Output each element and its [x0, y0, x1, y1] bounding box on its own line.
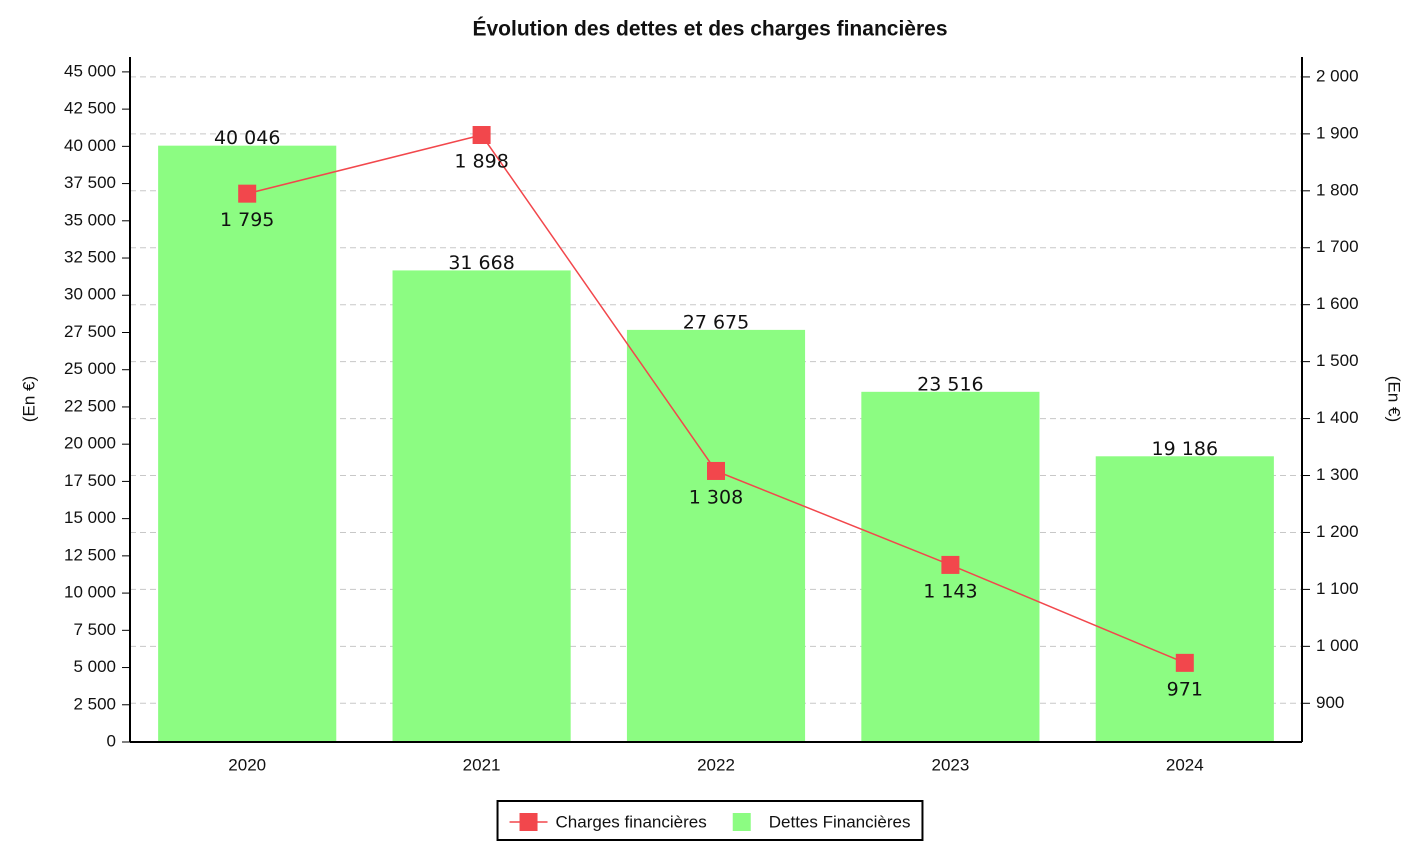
y-tick-label: 10 000 [64, 583, 116, 602]
line-value-label: 1 308 [689, 486, 743, 508]
bar-value-label: 23 516 [917, 373, 983, 395]
y2-tick-label: 1 800 [1316, 180, 1359, 199]
y2-tick-label: 1 100 [1316, 579, 1359, 598]
legend-box [496, 800, 924, 841]
x-tick-label: 2022 [697, 755, 735, 774]
bar [158, 145, 337, 742]
legend-marker [519, 813, 538, 831]
y2-tick-label: 1 300 [1316, 465, 1359, 484]
line-marker [238, 184, 257, 203]
y-tick-label: 22 500 [64, 396, 116, 415]
y-tick-label: 15 000 [64, 508, 116, 527]
y-axis-label: (En €) [19, 376, 38, 422]
bar-value-label: 27 675 [683, 311, 749, 333]
y-tick-label: 32 500 [64, 248, 116, 267]
y-tick-label: 40 000 [64, 136, 116, 155]
y2-tick-label: 1 000 [1316, 636, 1359, 655]
line-value-label: 1 795 [220, 209, 274, 231]
y2-tick-label: 1 200 [1316, 522, 1359, 541]
y2-tick-label: 1 400 [1316, 408, 1359, 427]
y-tick-label: 0 [107, 731, 116, 750]
bar-value-label: 40 046 [214, 127, 280, 149]
y-tick-label: 35 000 [64, 210, 116, 229]
legend-marker [732, 813, 751, 831]
legend: Charges financières Dettes Financières [496, 800, 924, 841]
y2-tick-label: 2 000 [1316, 66, 1359, 85]
y-tick-label: 5 000 [73, 657, 116, 676]
x-tick-label: 2021 [463, 755, 501, 774]
bar-value-label: 19 186 [1152, 438, 1218, 460]
y-tick-label: 25 000 [64, 359, 116, 378]
y2-tick-label: 1 500 [1316, 351, 1359, 370]
bar [626, 329, 806, 742]
y-tick-label: 37 500 [64, 173, 116, 192]
y-tick-label: 17 500 [64, 471, 116, 490]
y2-tick-label: 1 700 [1316, 237, 1359, 256]
legend-label: Charges financières [556, 812, 707, 831]
line-marker [707, 461, 725, 480]
y-tick-label: 30 000 [64, 285, 116, 304]
y2-axis-label: (En €) [1385, 376, 1404, 422]
y-tick-label: 27 500 [64, 322, 116, 341]
y-tick-label: 2 500 [73, 694, 116, 713]
y-tick-label: 42 500 [64, 99, 116, 118]
x-tick-label: 2023 [931, 755, 969, 774]
y2-tick-label: 1 900 [1316, 123, 1359, 142]
line-marker [941, 555, 960, 574]
y2-tick-label: 900 [1316, 693, 1344, 712]
bar [1095, 456, 1274, 742]
y2-tick-label: 1 600 [1316, 294, 1359, 313]
x-tick-label: 2020 [228, 755, 266, 774]
bar [392, 270, 571, 742]
y-tick-label: 45 000 [64, 61, 116, 80]
line-value-label: 1 143 [923, 580, 977, 602]
bar-value-label: 31 668 [448, 252, 514, 274]
x-tick-label: 2024 [1166, 755, 1204, 774]
bars [158, 145, 1274, 742]
y-tick-label: 7 500 [73, 620, 116, 639]
line-value-label: 1 898 [454, 151, 508, 173]
chart-title: Évolution des dettes et des charges fina… [473, 18, 948, 41]
y-tick-label: 12 500 [64, 545, 116, 564]
line-marker [1175, 653, 1194, 672]
line-layer: 1 795 1 898 1 308 1 143 971 40 046 31 668 27 67… [214, 126, 1218, 700]
line-marker [472, 126, 491, 145]
line-value-label: 971 [1167, 678, 1203, 700]
y-tick-label: 20 000 [64, 434, 116, 453]
legend-label: Dettes Financières [769, 812, 911, 831]
